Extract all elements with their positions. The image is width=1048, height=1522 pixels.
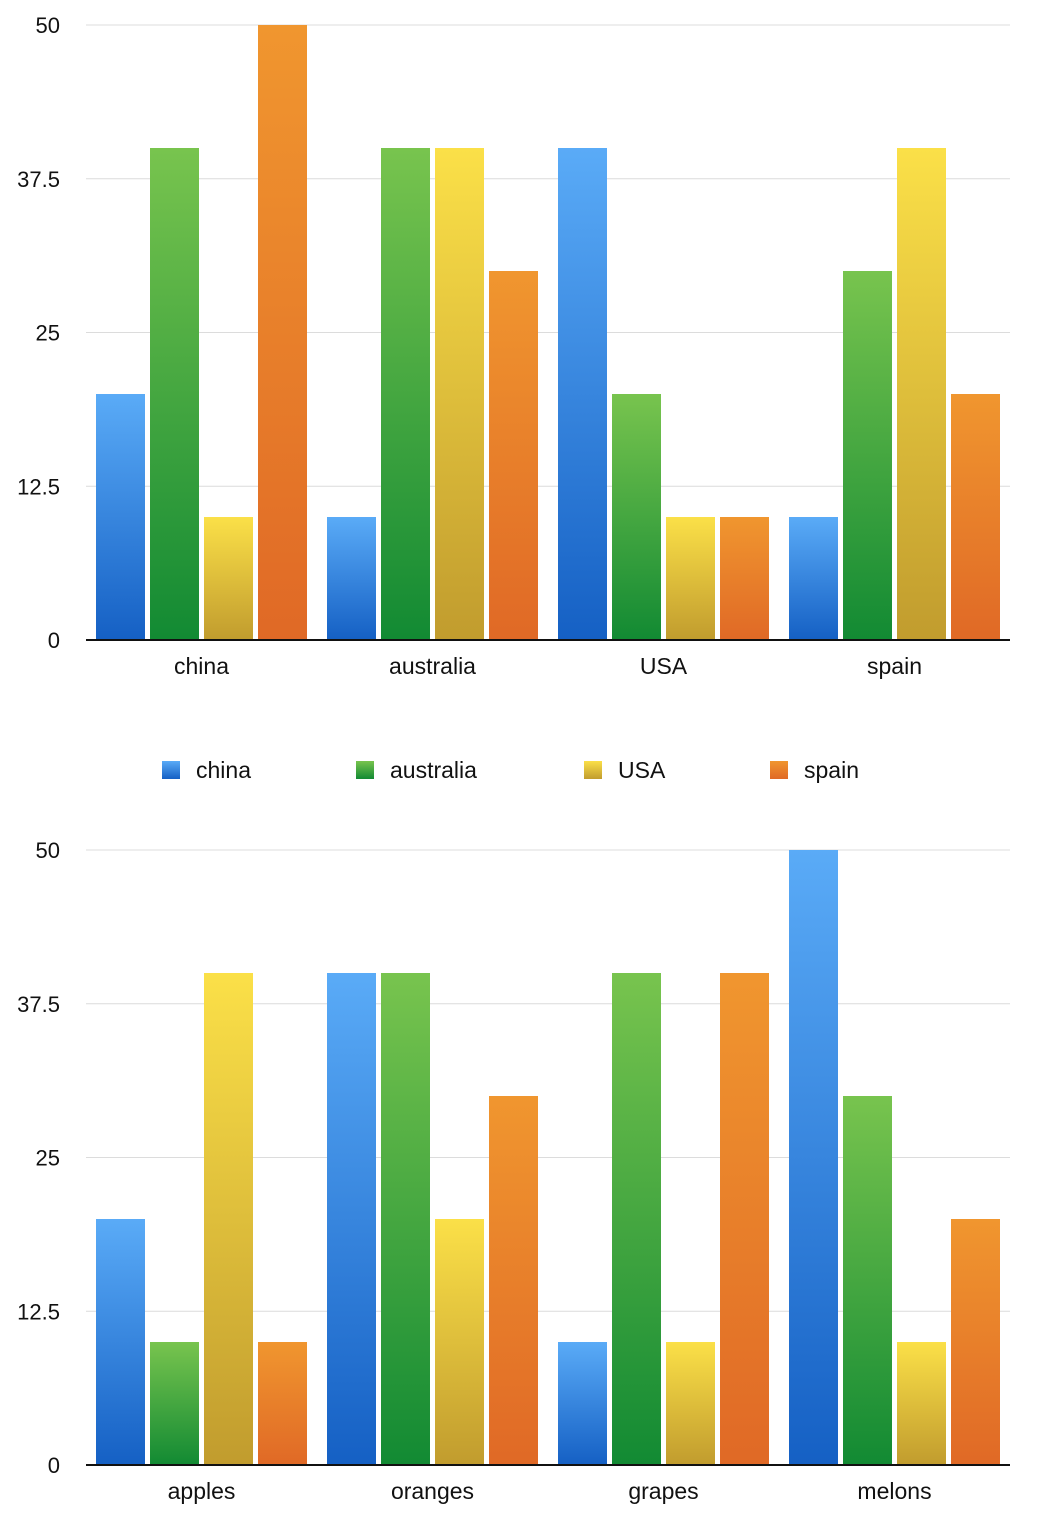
bottom-bar-grapes-australia — [612, 973, 661, 1465]
bottom-bar-melons-china — [789, 850, 838, 1465]
top-y-tick-label: 37.5 — [17, 167, 60, 192]
top-y-tick-label: 0 — [48, 628, 60, 653]
top-bar-usa-spain — [720, 517, 769, 640]
legend-label-china: china — [196, 757, 251, 783]
legend-swatch-spain — [770, 761, 788, 779]
bottom-y-tick-label: 0 — [48, 1453, 60, 1478]
bottom-bar-grapes-spain — [720, 973, 769, 1465]
bottom-bar-apples-usa — [204, 973, 253, 1465]
top-category-label-spain: spain — [867, 653, 922, 679]
bottom-bar-chart: 0 12.5 25 37.5 50 apples oranges grapes melons — [17, 838, 1010, 1504]
top-category-label-usa: USA — [640, 653, 688, 679]
top-bar-australia-spain — [489, 271, 538, 640]
top-bar-spain-spain — [951, 394, 1000, 640]
bottom-bar-apples-spain — [258, 1342, 307, 1465]
bottom-bar-melons-usa — [897, 1342, 946, 1465]
top-bar-spain-usa — [897, 148, 946, 640]
bottom-bar-apples-australia — [150, 1342, 199, 1465]
bottom-bar-melons-spain — [951, 1219, 1000, 1465]
bottom-category-label-apples: apples — [168, 1478, 236, 1504]
top-category-label-australia: australia — [389, 653, 476, 679]
legend-swatch-australia — [356, 761, 374, 779]
legend-label-usa: USA — [618, 757, 666, 783]
top-bar-spain-australia — [843, 271, 892, 640]
bottom-y-tick-label: 50 — [36, 838, 60, 863]
top-bar-china-australia — [150, 148, 199, 640]
bottom-y-tick-label: 12.5 — [17, 1299, 60, 1324]
bottom-bar-oranges-china — [327, 973, 376, 1465]
bottom-bar-oranges-usa — [435, 1219, 484, 1465]
top-bar-chart: 0 12.5 25 37.5 50 china australia USA spain — [17, 13, 1010, 679]
top-bar-china-usa — [204, 517, 253, 640]
bottom-category-label-grapes: grapes — [628, 1478, 698, 1504]
top-bar-china-china — [96, 394, 145, 640]
top-y-tick-label: 25 — [36, 321, 60, 346]
top-bar-china-spain — [258, 25, 307, 640]
bottom-bar-apples-china — [96, 1219, 145, 1465]
top-bar-australia-china — [327, 517, 376, 640]
top-bar-spain-china — [789, 517, 838, 640]
bottom-y-tick-label: 37.5 — [17, 992, 60, 1017]
legend-swatch-china — [162, 761, 180, 779]
top-bar-australia-australia — [381, 148, 430, 640]
bottom-bar-oranges-spain — [489, 1096, 538, 1465]
top-bar-usa-china — [558, 148, 607, 640]
legend-label-australia: australia — [390, 757, 477, 783]
top-bar-australia-usa — [435, 148, 484, 640]
top-category-label-china: china — [174, 653, 229, 679]
bottom-bar-melons-australia — [843, 1096, 892, 1465]
bottom-category-label-oranges: oranges — [391, 1478, 474, 1504]
legend-swatch-usa — [584, 761, 602, 779]
top-y-tick-label: 50 — [36, 13, 60, 38]
bottom-bar-grapes-china — [558, 1342, 607, 1465]
top-bar-usa-australia — [612, 394, 661, 640]
top-y-tick-label: 12.5 — [17, 474, 60, 499]
bottom-y-tick-label: 25 — [36, 1146, 60, 1171]
bottom-bar-oranges-australia — [381, 973, 430, 1465]
bottom-category-label-melons: melons — [857, 1478, 931, 1504]
legend: china australia USA spain — [162, 757, 859, 783]
bottom-bar-grapes-usa — [666, 1342, 715, 1465]
legend-label-spain: spain — [804, 757, 859, 783]
top-bar-usa-usa — [666, 517, 715, 640]
